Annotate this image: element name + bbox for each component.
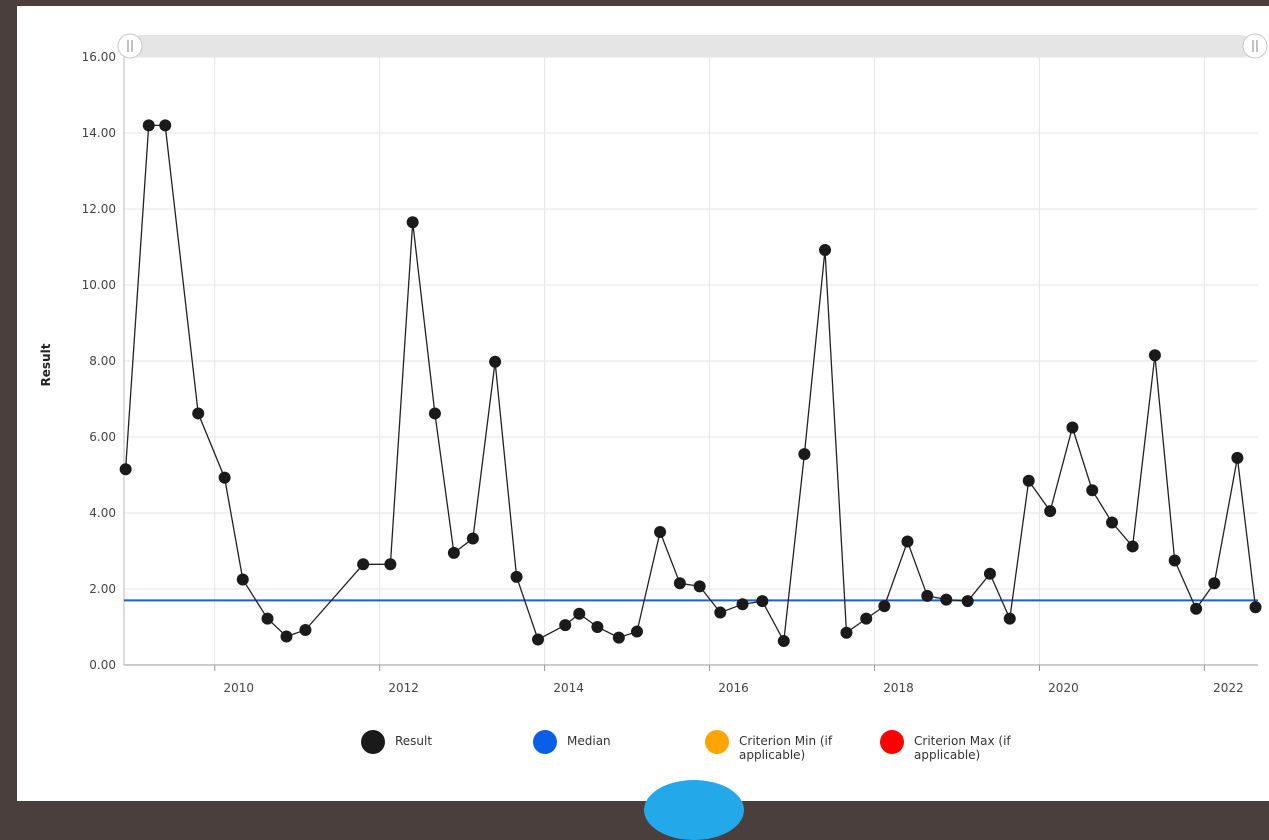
result-point bbox=[406, 216, 419, 229]
result-point bbox=[1066, 421, 1079, 434]
range-navigator[interactable] bbox=[117, 33, 1268, 59]
y-tick-label: 14.00 bbox=[82, 126, 116, 140]
window-top-edge bbox=[0, 0, 1269, 6]
result-point bbox=[1249, 601, 1262, 614]
result-point bbox=[280, 630, 293, 643]
result-point bbox=[612, 631, 625, 644]
result-point bbox=[261, 612, 274, 625]
result-point bbox=[1208, 577, 1221, 590]
result-point bbox=[466, 532, 479, 545]
result-point bbox=[1106, 516, 1119, 529]
result-point bbox=[1168, 554, 1181, 567]
y-tick-label: 16.00 bbox=[82, 50, 116, 64]
result-point bbox=[1126, 540, 1139, 553]
x-tick-label: 2020 bbox=[1048, 681, 1079, 695]
legend-label: Result bbox=[395, 734, 433, 748]
result-point bbox=[940, 593, 953, 606]
result-point bbox=[654, 526, 667, 538]
result-point bbox=[159, 119, 172, 132]
result-point bbox=[878, 600, 891, 613]
result-point bbox=[532, 633, 545, 646]
result-point bbox=[299, 624, 312, 637]
result-point bbox=[860, 612, 873, 625]
result-point bbox=[384, 558, 397, 571]
result-point bbox=[591, 621, 604, 633]
criterion-max-legend-marker bbox=[880, 730, 904, 754]
result-point bbox=[573, 607, 586, 620]
result-point bbox=[961, 595, 974, 608]
result-point bbox=[142, 119, 155, 132]
x-tick-label: 2014 bbox=[553, 681, 584, 695]
result-point bbox=[840, 626, 853, 639]
result-point bbox=[736, 598, 749, 611]
result-point bbox=[1022, 474, 1035, 487]
criterion-min-legend-marker bbox=[705, 730, 729, 754]
result-point bbox=[777, 635, 790, 648]
axes bbox=[123, 57, 1258, 671]
legend-label: Criterion Min (if applicable) bbox=[739, 734, 833, 762]
result-point bbox=[819, 244, 832, 257]
result-point bbox=[673, 577, 686, 590]
legend-item-result[interactable]: Result bbox=[361, 730, 432, 754]
result-point bbox=[357, 558, 370, 571]
result-point bbox=[489, 355, 502, 368]
result-point bbox=[218, 471, 231, 484]
result-line bbox=[124, 124, 1257, 644]
navigator-left-handle[interactable] bbox=[117, 33, 143, 59]
x-tick-label: 2018 bbox=[883, 681, 914, 695]
grid bbox=[124, 56, 1258, 666]
y-tick-label: 6.00 bbox=[89, 430, 116, 444]
floating-action-button[interactable] bbox=[644, 780, 744, 840]
result-point bbox=[119, 463, 132, 476]
y-tick-label: 4.00 bbox=[89, 506, 116, 520]
result-point bbox=[1086, 484, 1099, 497]
result-point bbox=[921, 589, 934, 602]
legend-item-median[interactable]: Median bbox=[533, 730, 611, 754]
line-chart: 0.00 2.00 4.00 6.00 8.00 10.00 12.00 14.00 16.00… bbox=[39, 33, 1268, 695]
result-point bbox=[798, 448, 811, 461]
result-point bbox=[236, 573, 249, 586]
result-point bbox=[510, 570, 523, 583]
result-point bbox=[1003, 612, 1016, 625]
y-tick-label: 10.00 bbox=[82, 278, 116, 292]
result-point bbox=[192, 407, 205, 420]
median-legend-marker bbox=[533, 730, 557, 754]
result-point bbox=[428, 407, 441, 420]
y-tick-label: 12.00 bbox=[82, 202, 116, 216]
result-point bbox=[447, 546, 460, 559]
result-point bbox=[901, 535, 914, 548]
legend-item-criterion-max[interactable]: Criterion Max (if applicable) bbox=[880, 730, 1011, 762]
x-tick-label: 2022 bbox=[1213, 681, 1244, 695]
legend-label: Criterion Max (if applicable) bbox=[914, 734, 1011, 762]
result-point bbox=[983, 567, 996, 580]
result-legend-marker bbox=[361, 730, 385, 754]
legend-label: Median bbox=[567, 734, 611, 748]
result-series bbox=[119, 119, 1262, 648]
navigator-right-handle[interactable] bbox=[1242, 33, 1268, 59]
navigator-track[interactable] bbox=[130, 35, 1253, 57]
result-point bbox=[559, 619, 572, 632]
result-point bbox=[714, 606, 727, 619]
x-tick-label: 2010 bbox=[223, 681, 254, 695]
result-point bbox=[1190, 602, 1203, 615]
result-point bbox=[1231, 451, 1244, 464]
y-tick-label: 2.00 bbox=[89, 582, 116, 596]
result-point bbox=[756, 595, 769, 608]
result-point bbox=[693, 580, 706, 593]
legend-item-criterion-min[interactable]: Criterion Min (if applicable) bbox=[705, 730, 832, 762]
result-point bbox=[1148, 349, 1161, 362]
x-tick-label: 2012 bbox=[388, 681, 419, 695]
legend: Result Median Criterion Min (if applicab… bbox=[0, 730, 1269, 790]
result-point bbox=[1044, 505, 1057, 518]
y-axis-label: Result bbox=[39, 343, 53, 386]
y-tick-label: 0.00 bbox=[89, 658, 116, 672]
x-tick-label: 2016 bbox=[718, 681, 749, 695]
result-point bbox=[630, 625, 643, 638]
y-tick-label: 8.00 bbox=[89, 354, 116, 368]
tick-labels: 0.00 2.00 4.00 6.00 8.00 10.00 12.00 14.00 16.00… bbox=[82, 50, 1244, 695]
